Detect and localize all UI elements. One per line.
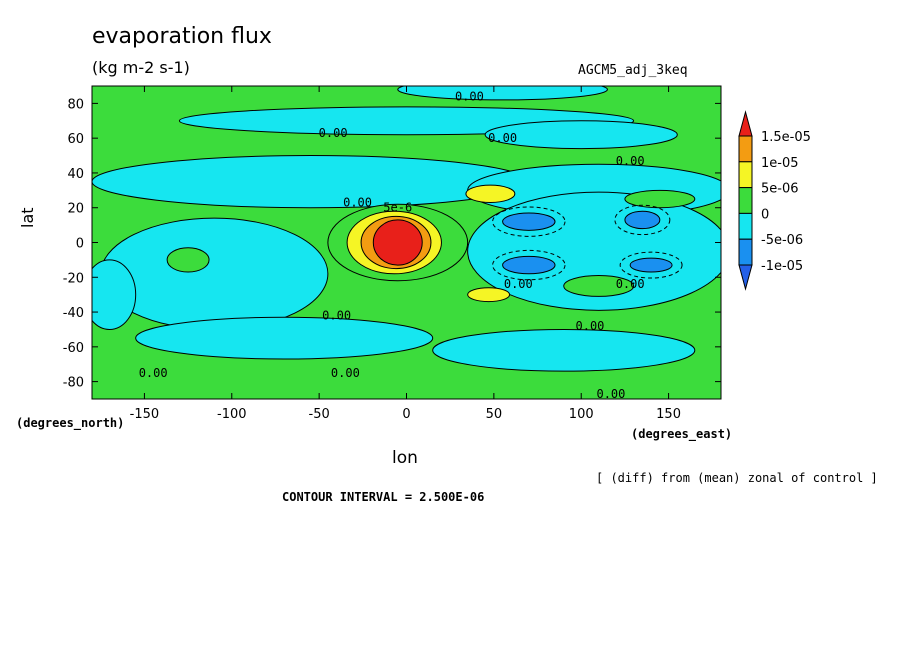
contour-label-7: 0.00: [616, 277, 645, 291]
contour-region-9: [92, 259, 137, 330]
chart-title: evaporation flux: [92, 24, 272, 49]
contour-interval: CONTOUR INTERVAL = 2.500E-06: [282, 490, 485, 504]
negative-contour-1: [492, 249, 566, 281]
colorbar-bottom-arrow: [738, 264, 753, 291]
colorbar-swatch-1: [738, 135, 753, 163]
contour-region-21: [624, 210, 661, 230]
x-tick-label-6: 150: [656, 407, 681, 422]
colorbar-label-0: 1.5e-05: [761, 130, 811, 145]
run-name: AGCM5_adj_3keq: [578, 63, 688, 78]
colorbar-top-arrow: [738, 110, 753, 137]
colorbar-label-4: -5e-06: [761, 233, 803, 248]
contour-label-11: 0.00: [331, 366, 360, 380]
contour-region-0: [397, 86, 608, 101]
contour-region-2: [484, 120, 678, 150]
contour-label-8: 0.00: [322, 309, 351, 323]
contour-region-11: [166, 247, 210, 273]
y-tick-label-7: -60: [63, 341, 84, 356]
contour-label-5: 5e-6: [383, 201, 412, 215]
contour-region-22: [629, 257, 673, 273]
y-tick-label-3: 20: [67, 202, 84, 217]
colorbar-swatch-4: [738, 212, 753, 240]
contour-label-2: 0.00: [488, 131, 517, 145]
y-tick-label-4: 0: [76, 237, 84, 252]
colorbar-swatch-2: [738, 161, 753, 189]
contour-region-3: [92, 155, 530, 209]
colorbar-swatch-3: [738, 187, 753, 214]
x-unit-label: (degrees_east): [631, 427, 733, 441]
negative-contour-3: [619, 251, 683, 279]
contour-region-20: [502, 255, 556, 275]
diff-note: [ (diff) from (mean) zonal of control ]: [596, 471, 878, 485]
y-tick-label-8: -80: [63, 376, 84, 391]
contour-label-6: 0.00: [504, 277, 533, 291]
colorbar-label-1: 1e-05: [761, 156, 799, 171]
colorbar: 1.5e-05 1e-05 5e-06 0 -5e-06 -1e-05: [738, 110, 811, 291]
colorbar-label-3: 0: [761, 207, 769, 222]
contour-region-7: [135, 316, 434, 360]
y-tick-label-5: -20: [63, 271, 84, 286]
y-tick-label-6: -40: [63, 306, 84, 321]
colorbar-label-5: -1e-05: [761, 259, 803, 274]
contour-region-14: [465, 184, 516, 204]
x-tick-label-1: -100: [217, 407, 247, 422]
y-tick-label-0: 80: [67, 97, 84, 112]
contour-label-10: 0.00: [139, 366, 168, 380]
contour-region-8: [432, 328, 696, 372]
negative-contour-2: [614, 204, 671, 236]
y-tick-label-1: 60: [67, 132, 84, 147]
contour-label-12: 0.00: [596, 387, 625, 401]
colorbar-swatch-5: [738, 238, 753, 266]
colorbar-label-2: 5e-06: [761, 182, 799, 197]
contour-region-15: [467, 287, 511, 303]
y-tick-label-2: 40: [67, 167, 84, 182]
plot-area: 0.00 0.00 0.00 0.00 0.00 5e-6 0.00 0.00 0.00 0.00…: [92, 86, 721, 401]
x-tick-label-5: 100: [569, 407, 594, 422]
x-axis-label: lon: [392, 448, 418, 468]
x-tick-label-0: -150: [130, 407, 160, 422]
negative-contour-0: [492, 206, 566, 237]
axes: -150 -100 -50 0 50 100 150 80 60 40 20 0 -20 -40 -60 -8…: [63, 86, 721, 422]
contour-region-18: [372, 219, 423, 266]
x-tick-label-4: 50: [486, 407, 503, 422]
contour-label-1: 0.00: [319, 126, 348, 140]
contour-region-13: [563, 275, 635, 297]
contour-label-3: 0.00: [616, 154, 645, 168]
y-unit-label: (degrees_north): [16, 416, 125, 430]
contour-label-9: 0.00: [576, 319, 605, 333]
contour-region-19: [502, 212, 556, 231]
contour-label-4: 0.00: [343, 196, 372, 210]
x-tick-label-3: 0: [402, 407, 410, 422]
x-tick-label-2: -50: [309, 407, 330, 422]
contour-region-5: [100, 217, 329, 330]
contour-region-12: [624, 189, 696, 209]
chart-units: (kg m-2 s-1): [92, 58, 190, 77]
contour-label-0: 0.00: [455, 89, 484, 103]
